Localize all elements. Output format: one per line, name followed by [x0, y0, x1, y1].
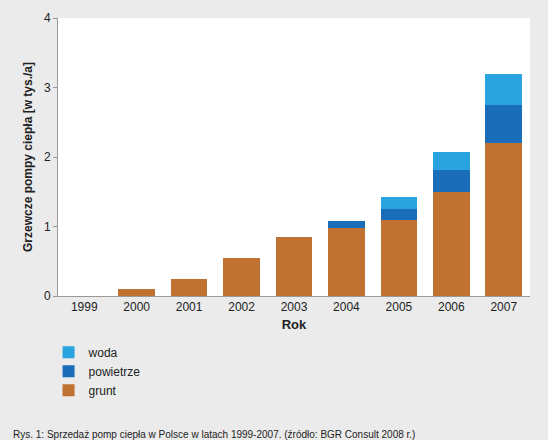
svg-text:woda: woda [88, 346, 118, 360]
svg-text:2007: 2007 [490, 300, 517, 314]
svg-text:2004: 2004 [333, 300, 360, 314]
svg-text:grunt: grunt [89, 384, 117, 398]
svg-text:2003: 2003 [281, 300, 308, 314]
svg-text:2000: 2000 [123, 300, 150, 314]
svg-text:Rok: Rok [282, 317, 307, 332]
svg-text:1: 1 [44, 220, 51, 234]
svg-text:1999: 1999 [71, 300, 98, 314]
svg-text:4: 4 [44, 11, 51, 25]
svg-text:2: 2 [44, 150, 51, 164]
svg-text:3: 3 [44, 81, 51, 95]
svg-text:2005: 2005 [386, 300, 413, 314]
svg-text:2002: 2002 [228, 300, 255, 314]
svg-text:0: 0 [44, 289, 51, 303]
svg-text:Rys. 1: Sprzedaż pomp ciepła w: Rys. 1: Sprzedaż pomp ciepła w Polsce w … [13, 429, 415, 440]
svg-text:Grzewcze pompy ciepła [w tys./: Grzewcze pompy ciepła [w tys./a] [21, 62, 35, 252]
svg-text:2006: 2006 [438, 300, 465, 314]
svg-text:2001: 2001 [176, 300, 203, 314]
svg-text:powietrze: powietrze [89, 365, 141, 379]
